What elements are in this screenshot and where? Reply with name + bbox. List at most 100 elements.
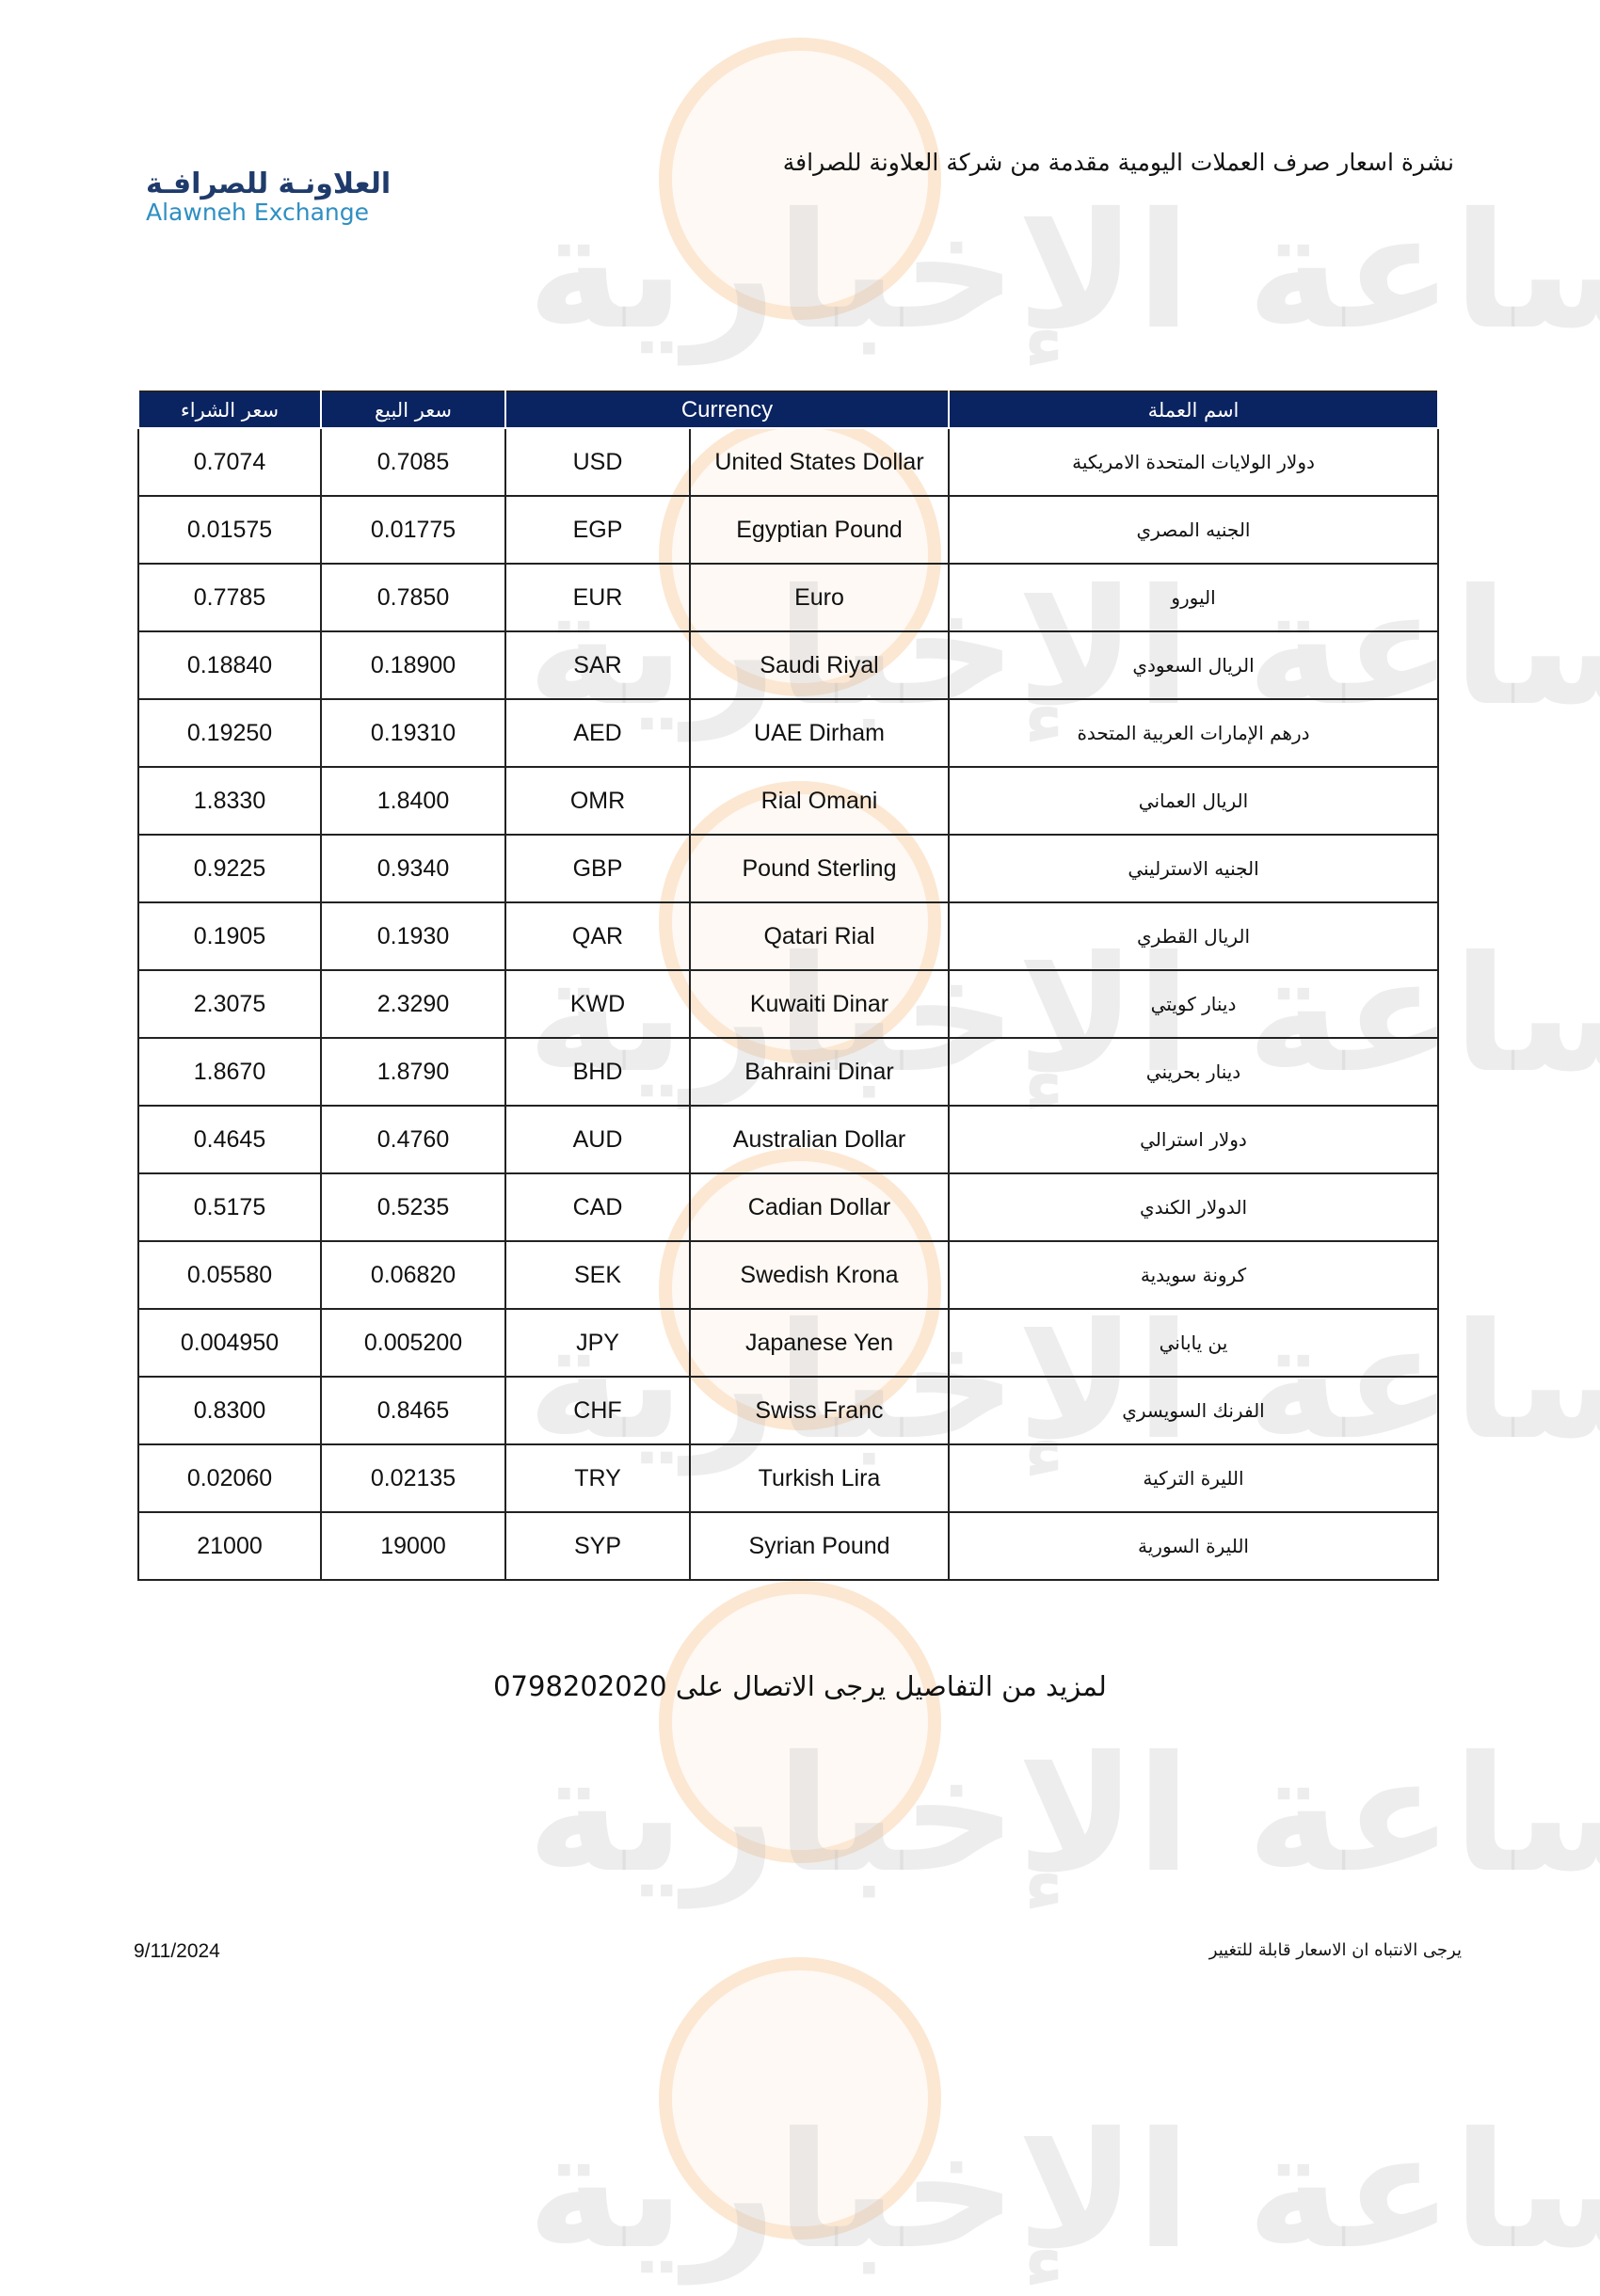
buy-rate: 0.8300 xyxy=(137,1376,322,1445)
buy-rate: 0.1905 xyxy=(137,901,322,971)
header-name-ar: اسم العملة xyxy=(948,391,1439,429)
currency-code: AED xyxy=(504,698,691,768)
currency-code: EUR xyxy=(504,563,691,632)
table-row: 0.18840 0.18900 SAR Saudi Riyal الريال السعو… xyxy=(137,630,1439,700)
buy-rate: 21000 xyxy=(137,1511,322,1581)
sell-rate: 0.19310 xyxy=(320,698,506,768)
table-row: 2.3075 2.3290 KWD Kuwaiti Dinar دينار كويتي xyxy=(137,969,1439,1039)
watermark: مدار الساعة الإخبارية xyxy=(527,1581,1600,1920)
currency-name-en: Cadian Dollar xyxy=(689,1172,950,1242)
sell-rate: 1.8400 xyxy=(320,766,506,836)
currency-name-ar: الفرنك السويسري xyxy=(948,1376,1439,1445)
currency-name-en: Syrian Pound xyxy=(689,1511,950,1581)
table-row: 0.05580 0.06820 SEK Swedish Krona كرونة سويد… xyxy=(137,1240,1439,1310)
sell-rate: 1.8790 xyxy=(320,1037,506,1107)
header-buy: سعر الشراء xyxy=(137,391,322,429)
currency-code: CAD xyxy=(504,1172,691,1242)
table-row: 0.9225 0.9340 GBP Pound Sterling الجنيه الاس… xyxy=(137,834,1439,903)
currency-name-ar: الدولار الكندي xyxy=(948,1172,1439,1242)
currency-name-ar: دولار استرالي xyxy=(948,1105,1439,1174)
currency-code: SAR xyxy=(504,630,691,700)
buy-rate: 0.7074 xyxy=(137,427,322,497)
currency-name-en: Australian Dollar xyxy=(689,1105,950,1174)
currency-code: CHF xyxy=(504,1376,691,1445)
currency-code: JPY xyxy=(504,1308,691,1378)
table-row: 0.19250 0.19310 AED UAE Dirham درهم الإمارات… xyxy=(137,698,1439,768)
sell-rate: 0.1930 xyxy=(320,901,506,971)
table-row: 0.1905 0.1930 QAR Qatari Rial الريال القطري xyxy=(137,901,1439,971)
currency-name-ar: الريال السعودي xyxy=(948,630,1439,700)
watermark-text: مدار الساعة الإخبارية xyxy=(527,179,1600,365)
table-row: 0.8300 0.8465 CHF Swiss Franc الفرنك السويسر… xyxy=(137,1376,1439,1445)
table-row: 1.8330 1.8400 OMR Rial Omani الريال العماني xyxy=(137,766,1439,836)
currency-name-en: Rial Omani xyxy=(689,766,950,836)
currency-name-ar: الليرة التركية xyxy=(948,1443,1439,1513)
sell-rate: 0.7085 xyxy=(320,427,506,497)
currency-name-en: United States Dollar xyxy=(689,427,950,497)
watermark: مدار الساعة الإخبارية xyxy=(527,1957,1600,2296)
sell-rate: 19000 xyxy=(320,1511,506,1581)
table-row: 0.02060 0.02135 TRY Turkish Lira الليرة التر… xyxy=(137,1443,1439,1513)
currency-name-ar: كرونة سويدية xyxy=(948,1240,1439,1310)
currency-code: BHD xyxy=(504,1037,691,1107)
currency-name-en: Pound Sterling xyxy=(689,834,950,903)
table-row: 0.004950 0.005200 JPY Japanese Yen ين ياباني xyxy=(137,1308,1439,1378)
buy-rate: 0.02060 xyxy=(137,1443,322,1513)
bulletin-date: 9/11/2024 xyxy=(134,1940,220,1962)
sell-rate: 0.9340 xyxy=(320,834,506,903)
sell-rate: 0.02135 xyxy=(320,1443,506,1513)
currency-name-en: Swiss Franc xyxy=(689,1376,950,1445)
buy-rate: 0.01575 xyxy=(137,495,322,565)
sell-rate: 0.4760 xyxy=(320,1105,506,1174)
sell-rate: 0.7850 xyxy=(320,563,506,632)
clock-watermark-icon xyxy=(659,1581,941,1863)
currency-name-en: Bahraini Dinar xyxy=(689,1037,950,1107)
buy-rate: 2.3075 xyxy=(137,969,322,1039)
sell-rate: 0.18900 xyxy=(320,630,506,700)
watermark: مدار الساعة الإخبارية xyxy=(527,38,1600,376)
table-row: 0.7785 0.7850 EUR Euro اليورو xyxy=(137,563,1439,632)
table-row: 1.8670 1.8790 BHD Bahraini Dinar دينار بحرين… xyxy=(137,1037,1439,1107)
exchange-rates-table: سعر الشراء سعر البيع Currency اسم العملة… xyxy=(137,391,1439,1581)
sell-rate: 0.5235 xyxy=(320,1172,506,1242)
clock-watermark-icon xyxy=(659,38,941,320)
buy-rate: 0.05580 xyxy=(137,1240,322,1310)
currency-name-en: Turkish Lira xyxy=(689,1443,950,1513)
currency-name-ar: ين ياباني xyxy=(948,1308,1439,1378)
currency-code: USD xyxy=(504,427,691,497)
table-header-row: سعر الشراء سعر البيع Currency اسم العملة xyxy=(137,391,1439,429)
currency-code: EGP xyxy=(504,495,691,565)
header-currency: Currency xyxy=(504,391,950,429)
currency-name-ar: دينار بحريني xyxy=(948,1037,1439,1107)
table-row: 0.5175 0.5235 CAD Cadian Dollar الدولار الكن… xyxy=(137,1172,1439,1242)
currency-code: TRY xyxy=(504,1443,691,1513)
price-change-note: يرجى الانتباه ان الاسعار قابلة للتغيير xyxy=(1208,1940,1462,1960)
buy-rate: 1.8330 xyxy=(137,766,322,836)
buy-rate: 0.5175 xyxy=(137,1172,322,1242)
currency-name-en: Japanese Yen xyxy=(689,1308,950,1378)
page-title: نشرة اسعار صرف العملات اليومية مقدمة من … xyxy=(782,149,1454,176)
logo-arabic: العلاونـة للصرافـة xyxy=(146,167,392,200)
currency-code: AUD xyxy=(504,1105,691,1174)
buy-rate: 0.7785 xyxy=(137,563,322,632)
buy-rate: 0.18840 xyxy=(137,630,322,700)
clock-watermark-icon xyxy=(659,1957,941,2240)
buy-rate: 0.19250 xyxy=(137,698,322,768)
watermark-text: مدار الساعة الإخبارية xyxy=(527,1722,1600,1908)
contact-info: لمزيد من التفاصيل يرجى الاتصال على 07982… xyxy=(493,1670,1107,1702)
sell-rate: 0.01775 xyxy=(320,495,506,565)
sell-rate: 0.005200 xyxy=(320,1308,506,1378)
currency-name-ar: الليرة السورية xyxy=(948,1511,1439,1581)
table-row: 0.7074 0.7085 USD United States Dollar دولار… xyxy=(137,427,1439,497)
currency-name-ar: دولار الولايات المتحدة الامريكية xyxy=(948,427,1439,497)
currency-name-ar: الريال العماني xyxy=(948,766,1439,836)
buy-rate: 1.8670 xyxy=(137,1037,322,1107)
currency-name-en: Euro xyxy=(689,563,950,632)
watermark-text: مدار الساعة الإخبارية xyxy=(527,2098,1600,2285)
header-sell: سعر البيع xyxy=(320,391,506,429)
currency-code: KWD xyxy=(504,969,691,1039)
currency-name-en: UAE Dirham xyxy=(689,698,950,768)
table-row: 0.01575 0.01775 EGP Egyptian Pound الجنيه ال… xyxy=(137,495,1439,565)
currency-name-ar: الجنيه الاسترليني xyxy=(948,834,1439,903)
buy-rate: 0.9225 xyxy=(137,834,322,903)
